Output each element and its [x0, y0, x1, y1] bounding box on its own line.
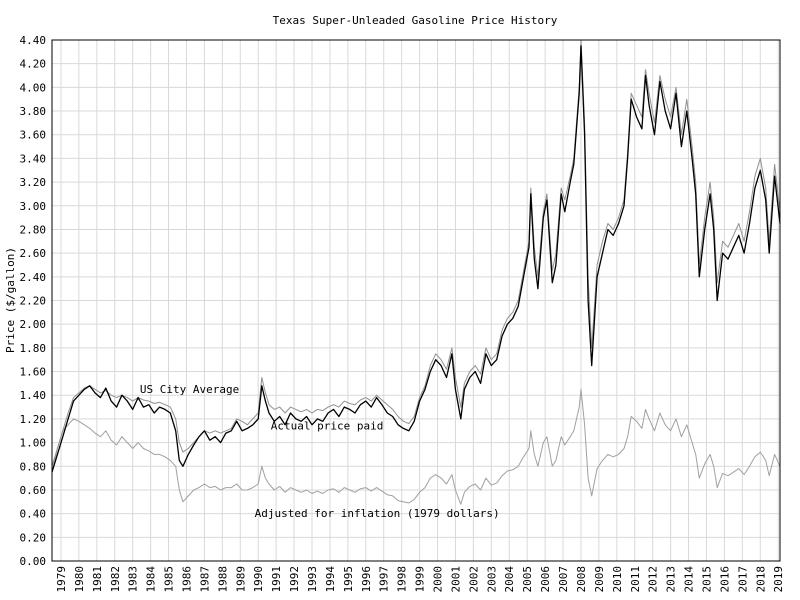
x-tick-label: 2002: [467, 566, 480, 593]
x-tick-label: 1984: [145, 566, 158, 593]
y-tick-label: 3.40: [20, 152, 47, 165]
x-tick-label: 1982: [109, 566, 122, 593]
x-tick-label: 2012: [647, 566, 660, 593]
x-tick-label: 1983: [127, 566, 140, 593]
y-tick-label: 0.80: [20, 460, 47, 473]
y-tick-label: 3.60: [20, 129, 47, 142]
y-tick-label: 2.20: [20, 295, 47, 308]
x-tick-label: 2018: [754, 566, 767, 593]
y-tick-labels: 0.00 0.20 0.40 0.60 0.80 1.00 1.20 1.40 1.60 1.80…: [20, 34, 47, 568]
x-tick-label: 1996: [360, 566, 373, 593]
x-tick-label: 2014: [683, 566, 696, 593]
x-tick-label: 2015: [700, 566, 713, 593]
x-tick-labels: 1979 1980 1981 1982 1983 1984 1985 1986 1987 1988…: [55, 566, 785, 593]
y-tick-label: 2.60: [20, 247, 47, 260]
x-tick-label: 1999: [414, 566, 427, 593]
x-tick-label: 1988: [216, 566, 229, 593]
y-tick-label: 0.00: [20, 555, 47, 568]
y-tick-label: 2.80: [20, 223, 47, 236]
x-tick-label: 2001: [449, 566, 462, 593]
x-tick-label: 2006: [539, 566, 552, 593]
grid-lines: [52, 39, 780, 562]
y-tick-label: 2.00: [20, 318, 47, 331]
x-tick-label: 2010: [611, 566, 624, 593]
x-tick-label: 1995: [342, 566, 355, 593]
x-tick-label: 2007: [557, 566, 570, 593]
x-tick-label: 1986: [180, 566, 193, 593]
series-line-1: [51, 39, 781, 467]
y-tick-label: 0.40: [20, 508, 47, 521]
y-tick-label: 4.00: [20, 81, 47, 94]
x-tick-label: 2009: [593, 566, 606, 593]
series-lines: [51, 39, 781, 505]
annotations: US City Average Actual price paid Adjusted…: [140, 383, 500, 520]
x-tick-label: 2004: [503, 566, 516, 593]
x-tick-label: 2003: [485, 566, 498, 593]
x-tick-label: 1991: [270, 566, 283, 593]
x-tick-label: 1979: [55, 566, 68, 593]
x-tick-label: 2016: [718, 566, 731, 593]
y-axis-label: Price ($/gallon): [4, 247, 17, 353]
y-tick-label: 1.20: [20, 413, 47, 426]
chart-title: Texas Super-Unleaded Gasoline Price Hist…: [273, 14, 558, 27]
x-tick-label: 1989: [234, 566, 247, 593]
x-tick-label: 2008: [575, 566, 588, 593]
x-tick-label: 2000: [432, 566, 445, 593]
x-tick-label: 1981: [91, 566, 104, 593]
x-tick-label: 2011: [629, 566, 642, 593]
y-tick-label: 4.20: [20, 58, 47, 71]
y-tick-label: 0.60: [20, 484, 47, 497]
x-tick-label: 1998: [396, 566, 409, 593]
x-tick-label: 2013: [665, 566, 678, 593]
x-tick-label: 2017: [736, 566, 749, 593]
plot-frame: [51, 39, 781, 562]
x-tick-label: 2005: [521, 566, 534, 593]
y-tick-label: 1.80: [20, 342, 47, 355]
y-tick-label: 3.00: [20, 200, 47, 213]
x-tick-label: 1994: [324, 566, 337, 593]
y-tick-label: 1.00: [20, 437, 47, 450]
x-tick-label: 1985: [163, 566, 176, 593]
y-tick-label: 1.60: [20, 366, 47, 379]
x-tick-label: 1997: [378, 566, 391, 593]
annotation-label: Actual price paid: [271, 420, 384, 433]
annotation-label: Adjusted for inflation (1979 dollars): [255, 507, 500, 520]
annotation-label: US City Average: [140, 383, 239, 396]
y-tick-label: 3.80: [20, 105, 47, 118]
x-tick-label: 1987: [198, 566, 211, 593]
series-line-0: [51, 45, 781, 473]
x-tick-label: 1992: [288, 566, 301, 593]
series-line-2: [51, 388, 781, 505]
y-tick-label: 2.40: [20, 271, 47, 284]
y-tick-label: 4.40: [20, 34, 47, 47]
y-tick-label: 0.20: [20, 531, 47, 544]
y-tick-label: 1.40: [20, 389, 47, 402]
x-tick-label: 2019: [772, 566, 785, 593]
x-tick-label: 1990: [252, 566, 265, 593]
x-tick-label: 1993: [306, 566, 319, 593]
x-tick-label: 1980: [73, 566, 86, 593]
y-tick-label: 3.20: [20, 176, 47, 189]
